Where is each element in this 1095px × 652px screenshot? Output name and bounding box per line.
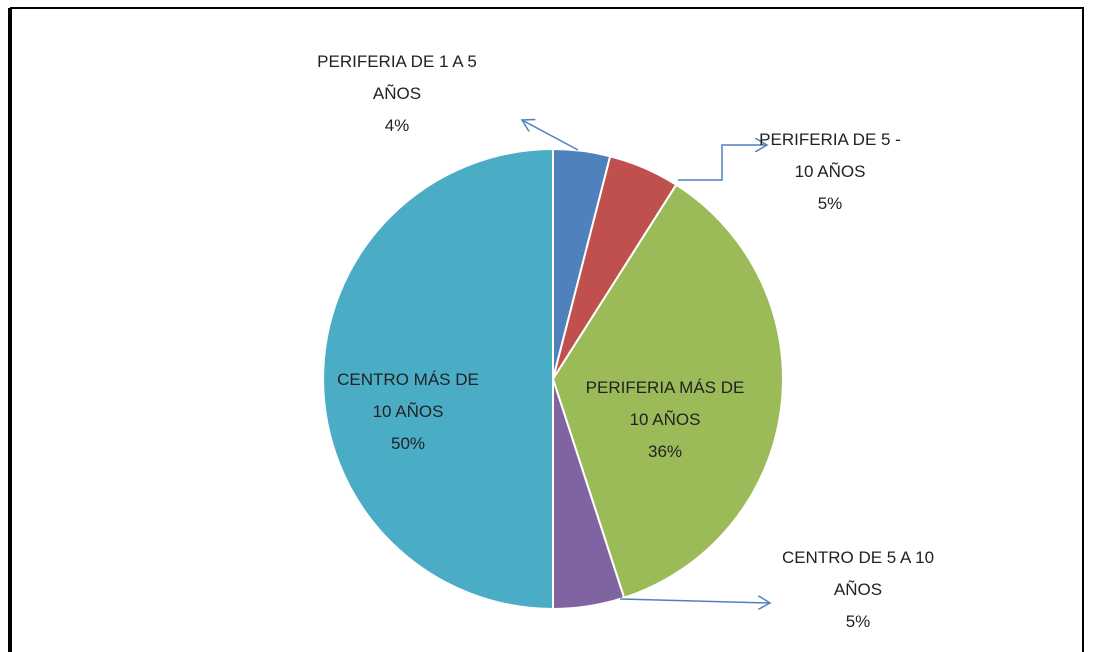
pie-slice [551,183,784,600]
leader-line [619,599,770,603]
label-value: 4% [384,116,410,135]
leader-line [522,120,579,151]
data-label: CENTRO MÁS DE 10 AÑOS 50% [333,364,483,460]
label-value: 5% [817,194,843,213]
data-label: PERIFERIA DE 5 - 10 AÑOS 5% [750,124,910,220]
label-value: 50% [390,434,426,453]
data-label: PERIFERIA MÁS DE 10 AÑOS 36% [580,372,750,468]
label-name: PERIFERIA MÁS DE 10 AÑOS [585,378,745,429]
label-name: PERIFERIA DE 1 A 5 AÑOS [317,52,477,103]
label-value: 36% [647,442,683,461]
label-name: CENTRO DE 5 A 10 AÑOS [781,548,935,599]
pie-slice [322,147,554,611]
data-label: PERIFERIA DE 1 A 5 AÑOS 4% [297,46,497,142]
leader-line [678,145,767,181]
label-name: CENTRO MÁS DE 10 AÑOS [337,370,479,421]
pie [322,147,784,611]
label-value: 5% [845,612,871,631]
label-name: PERIFERIA DE 5 - 10 AÑOS [759,130,901,181]
data-label: CENTRO DE 5 A 10 AÑOS 5% [758,542,958,638]
